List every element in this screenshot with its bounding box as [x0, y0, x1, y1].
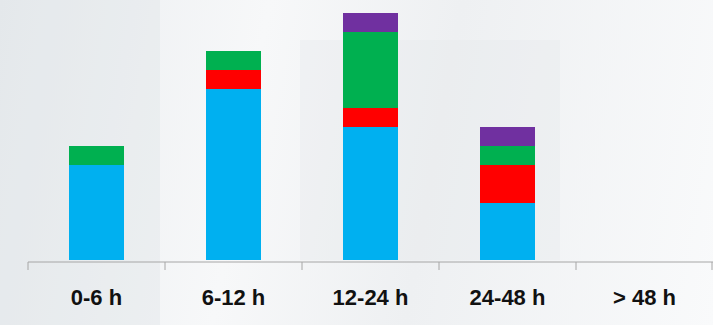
chart: 0-6 h 6-12 h 12-24 h 24-48 h > 48 h: [0, 0, 713, 325]
bg-shape: [300, 40, 560, 260]
x-tick-label: 12-24 h: [333, 285, 409, 310]
bar-segment: [343, 108, 398, 127]
bar-segment: [343, 13, 398, 32]
bar-segment: [69, 146, 124, 147]
bar-segment: [480, 165, 535, 203]
x-tick-label: 0-6 h: [71, 285, 122, 310]
x-tick: [576, 262, 577, 270]
bars: [69, 13, 535, 260]
bar-segment: [617, 260, 672, 261]
bar-segment: [343, 127, 398, 260]
bar-segment: [206, 70, 261, 89]
x-tick: [165, 262, 166, 270]
x-tick: [439, 262, 440, 270]
bar-segment: [617, 260, 672, 261]
bar-segment: [206, 51, 261, 52]
x-tick: [302, 262, 303, 270]
bar-segment: [617, 260, 672, 261]
bar-segment: [206, 51, 261, 70]
bg-shape: [0, 0, 160, 325]
x-tick-label: 6-12 h: [202, 285, 266, 310]
bar-segment: [69, 165, 124, 260]
x-axis-line: [28, 262, 713, 263]
bar-segment: [480, 203, 535, 260]
x-tick-label: 24-48 h: [470, 285, 546, 310]
bar-segment: [617, 260, 672, 261]
background-decor: [0, 0, 560, 325]
x-tick: [28, 262, 29, 270]
bar-segment: [480, 127, 535, 146]
bar-segment: [343, 32, 398, 108]
bar-segment: [69, 146, 124, 165]
bar-segment: [206, 89, 261, 260]
x-tick: [712, 262, 713, 270]
x-tick-label: > 48 h: [613, 285, 676, 310]
bar-segment: [480, 146, 535, 165]
